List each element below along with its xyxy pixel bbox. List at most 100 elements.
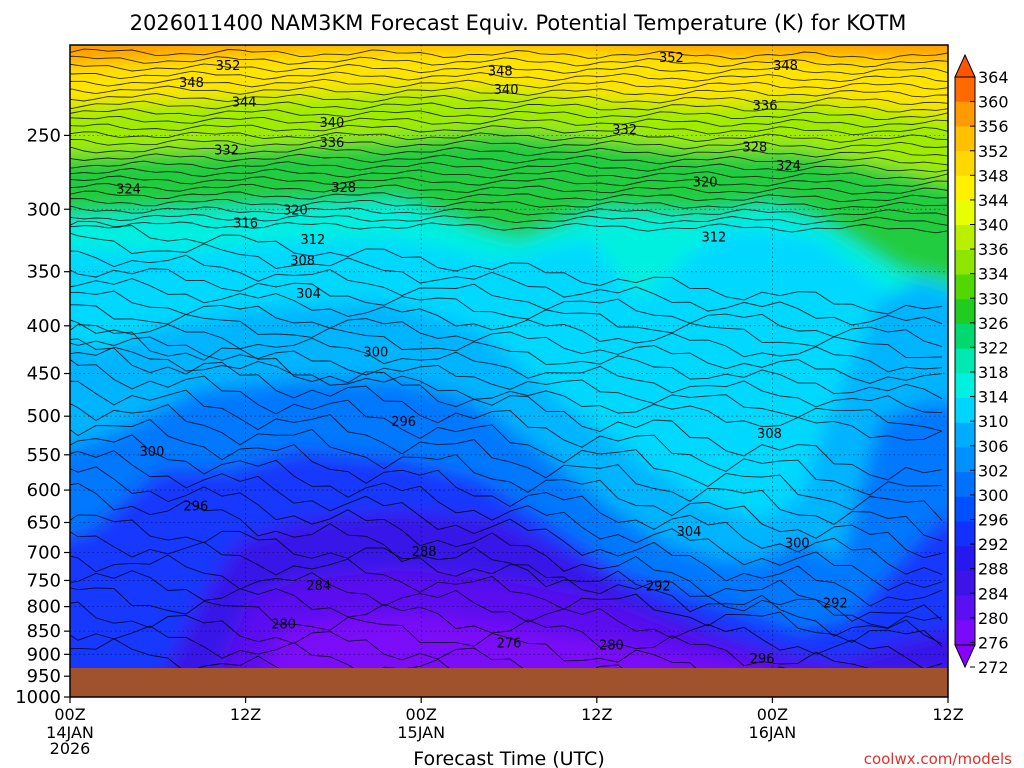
contour-line: [70, 55, 948, 68]
contour-line: [70, 205, 948, 218]
x-tick-date: 16JAN: [749, 723, 797, 742]
contour-line: [70, 531, 943, 647]
x-tick-label: 00Z: [757, 705, 788, 724]
contour-line: [70, 338, 943, 496]
y-tick-label: 750: [27, 570, 61, 591]
contour-line: [70, 570, 942, 685]
colorbar-tick-label: 326: [978, 314, 1009, 333]
contour-label: 340: [494, 83, 519, 98]
colorbar-tick-label: 330: [978, 289, 1009, 308]
contour-label: 316: [233, 217, 258, 232]
y-tick-label: 550: [27, 445, 61, 466]
heatmap-layer: [70, 45, 948, 117]
contour-line: [70, 482, 943, 645]
contour-line: [70, 601, 799, 697]
contour-line: [70, 221, 948, 234]
colorbar-tick-label: 302: [978, 461, 1009, 480]
y-tick-label: 600: [27, 480, 61, 501]
contour-label: 304: [296, 287, 321, 302]
colorbar-tick-label: 318: [978, 363, 1009, 382]
contour-label: 348: [488, 65, 513, 80]
contour-line: [70, 466, 943, 622]
contour-line: [70, 100, 948, 113]
colorbar-tick-label: 306: [978, 437, 1009, 456]
heatmap-layer: [70, 45, 948, 65]
contour-line: [70, 63, 948, 75]
y-tick-label: 900: [27, 644, 61, 665]
colorbar-swatch: [955, 595, 975, 621]
y-tick-label: 850: [27, 621, 61, 642]
contour-label: 328: [331, 181, 356, 196]
x-tick-label: 12Z: [932, 705, 963, 724]
colorbar-tick-label: 272: [978, 658, 1009, 677]
colorbar-tick-label: 334: [978, 265, 1009, 284]
colorbar-tick-label: 284: [978, 584, 1009, 603]
contour-line: [70, 138, 948, 151]
contour-line: [70, 70, 948, 83]
colorbar-tick-label: 288: [978, 560, 1009, 579]
contour-label: 276: [497, 636, 522, 651]
contour-label: 300: [785, 537, 810, 552]
contour-label: 280: [271, 617, 296, 632]
contour-line: [70, 48, 948, 61]
contour-line: [70, 213, 948, 226]
x-tick-label: 00Z: [406, 705, 437, 724]
contour-label: 288: [412, 545, 437, 560]
contour-line: [70, 146, 948, 158]
colorbar-swatch: [955, 77, 975, 103]
contour-label: 300: [363, 345, 388, 360]
contour-label: 324: [116, 182, 141, 197]
colorbar-swatch: [955, 225, 975, 251]
contour-line: [70, 85, 948, 98]
contour-line: [70, 319, 943, 414]
colorbar-swatch: [955, 472, 975, 498]
contour-label: 304: [677, 525, 702, 540]
contour-label: 296: [750, 652, 775, 667]
x-tick-date: 14JAN: [46, 723, 94, 742]
contour-line: [70, 190, 948, 203]
colorbar-min-arrow: [954, 644, 976, 669]
contour-line: [70, 232, 943, 326]
colorbar-swatch: [955, 200, 975, 226]
colorbar-swatch: [955, 299, 975, 325]
contour-line: [70, 168, 948, 180]
contour-line: [70, 358, 943, 521]
contour-lines: [70, 48, 948, 697]
contour-label: 344: [232, 96, 257, 111]
colorbar-tick-label: 310: [978, 412, 1009, 431]
colorbar-tick-label: 292: [978, 535, 1009, 554]
y-tick-label: 300: [27, 199, 61, 220]
x-tick-label: 00Z: [54, 705, 85, 724]
contour-label: 336: [320, 136, 345, 151]
colorbar-tick-label: 314: [978, 388, 1009, 407]
y-tick-label: 450: [27, 364, 61, 385]
colorbar-swatch: [955, 398, 975, 424]
contour-label: 320: [283, 203, 308, 218]
contour-line: [70, 304, 943, 400]
contour-line: [70, 175, 948, 187]
colorbar-tick-label: 352: [978, 142, 1009, 161]
colorbar-swatch: [955, 249, 975, 276]
colorbar-swatch: [955, 348, 975, 374]
colorbar-swatch: [955, 126, 975, 152]
plot-area: 352 348 344 340 336 332 328 324 320 316 312 308 304 3…: [70, 45, 948, 697]
contour-line: [70, 108, 948, 120]
contour-label: 348: [773, 59, 798, 74]
colorbar-swatch: [955, 151, 975, 177]
colorbar-tick-label: 276: [978, 633, 1009, 652]
x-tick-date: 15JAN: [397, 723, 445, 742]
contour-label: 296: [391, 415, 416, 430]
y-tick-label: 700: [27, 543, 61, 564]
colorbar-swatch: [955, 274, 975, 300]
contour-line: [70, 290, 943, 384]
contour-label: 312: [300, 233, 325, 248]
contour-label: 352: [216, 59, 241, 74]
colorbar-tick-label: 340: [978, 216, 1009, 235]
colorbar-swatch: [955, 101, 975, 127]
contour-line: [70, 160, 948, 173]
colorbar-tick-label: 364: [978, 68, 1009, 87]
contour-line: [70, 123, 948, 136]
colorbar: 364 360 356 352 348 344 340 336 334 330 326 322 318 3…: [954, 53, 1009, 677]
grid-lines: [70, 45, 948, 697]
